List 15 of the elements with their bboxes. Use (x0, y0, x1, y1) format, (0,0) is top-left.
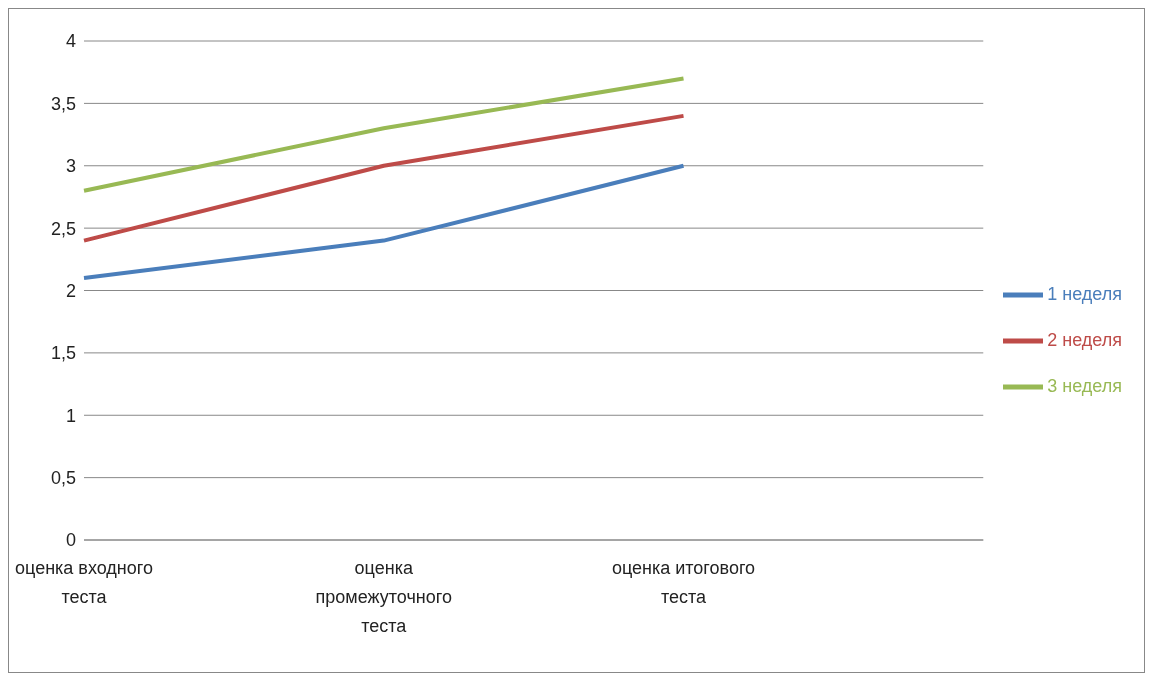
y-tick-label: 1,5 (50, 343, 76, 364)
legend-label: 1 неделя (1047, 283, 1122, 304)
y-tick-label: 2,5 (50, 218, 76, 239)
y-tick-label: 0,5 (50, 468, 76, 489)
y-tick-label: 2 (65, 280, 76, 301)
y-tick-label: 4 (65, 31, 76, 52)
y-tick-label: 1 (65, 405, 76, 426)
y-tick-label: 3,5 (50, 93, 76, 114)
legend-label: 2 неделя (1047, 329, 1122, 350)
y-tick-label: 3 (65, 156, 76, 177)
x-tick-label: оценка входного теста (15, 558, 153, 607)
x-tick-label: оценка итогового теста (611, 558, 756, 607)
y-tick-label: 0 (65, 530, 76, 551)
x-tick-label: оценка промежуточного теста (315, 558, 452, 636)
legend-label: 3 неделя (1047, 375, 1122, 396)
